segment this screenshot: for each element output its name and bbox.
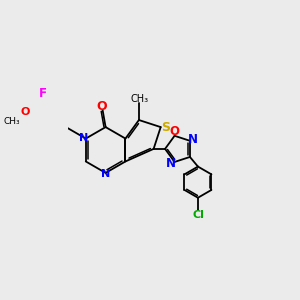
Text: Cl: Cl bbox=[192, 210, 204, 220]
Text: CH₃: CH₃ bbox=[4, 117, 20, 126]
Text: N: N bbox=[166, 157, 176, 170]
Text: N: N bbox=[79, 133, 88, 143]
Text: N: N bbox=[188, 133, 198, 146]
Text: O: O bbox=[96, 100, 107, 113]
Text: S: S bbox=[161, 121, 170, 134]
Text: O: O bbox=[20, 106, 29, 116]
Text: CH₃: CH₃ bbox=[131, 94, 149, 104]
Text: F: F bbox=[39, 87, 47, 100]
Text: N: N bbox=[101, 169, 110, 179]
Text: O: O bbox=[169, 125, 180, 138]
